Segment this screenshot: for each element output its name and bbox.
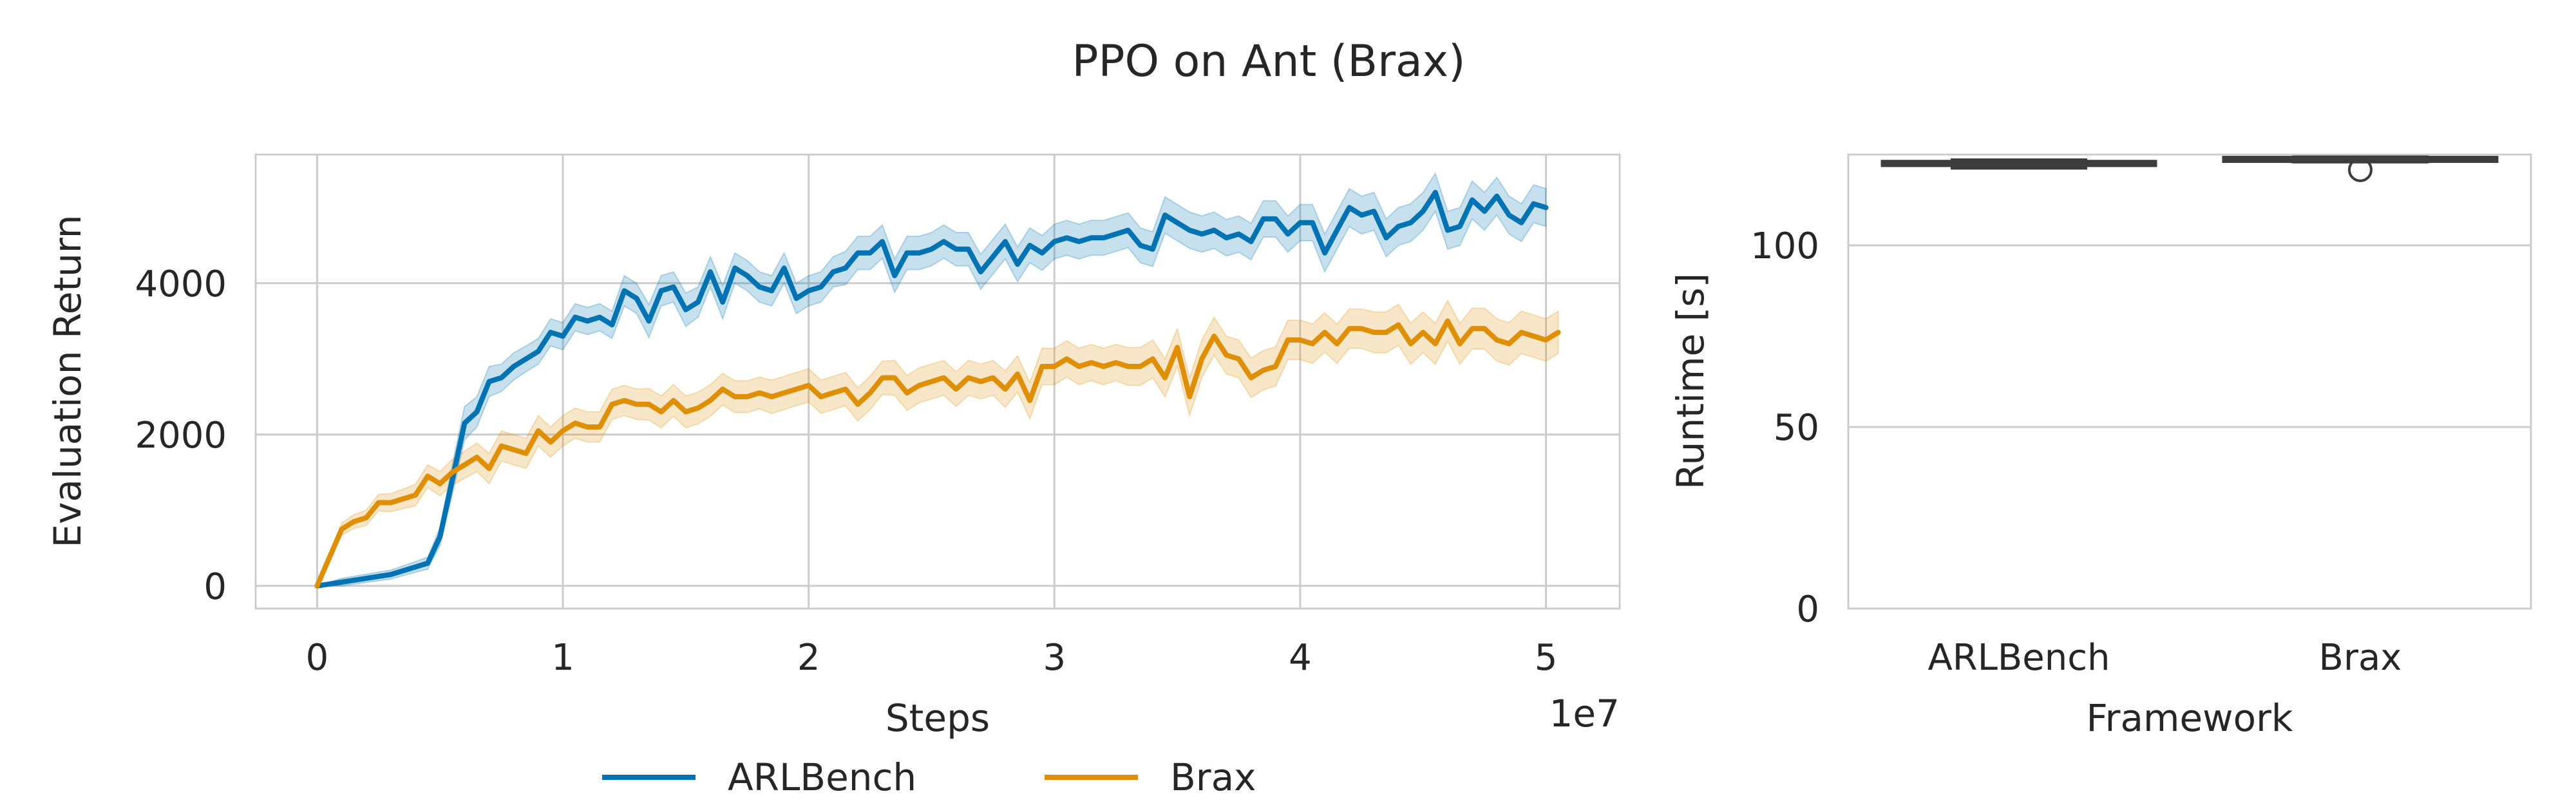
outlier-brax [2348,157,2372,182]
returns-y-tick-label: 4000 [135,263,227,305]
runtime-plot-frame [1847,153,2532,610]
runtime-tick-labels: 0 50 100 ARLBench Brax [1750,225,2401,679]
returns-x-tick-label: 5 [1535,637,1558,679]
returns-x-axis-label: Steps [886,696,990,740]
returns-tick-labels: 0 1 2 3 4 5 0 2000 4000 [135,263,1557,679]
legend: ARLBench Brax [602,755,1256,799]
legend-label-brax: Brax [1170,755,1256,799]
returns-lines [314,189,1561,589]
returns-grid [256,155,1620,609]
runtime-y-tick-label: 0 [1796,589,1819,630]
runtime-x-tick-label: ARLBench [1927,637,2110,679]
runtime-x-tick-label: Brax [2319,637,2402,679]
runtime-x-axis-label: Framework [2086,696,2293,740]
returns-x-tick-label: 3 [1043,637,1066,679]
returns-x-tick-label: 2 [797,637,820,679]
returns-x-offset-label: 1e7 [1549,692,1620,735]
runtime-y-tick-label: 50 [1774,407,1819,449]
returns-chart: 0 1 2 3 4 5 0 2000 4000 Steps 1e7 Evaluation Ret… [46,153,1621,740]
legend-label-arlbench: ARLBench [728,755,916,799]
runtime-grid [1848,244,2531,610]
figure-title: PPO on Ant (Brax) [1072,36,1466,87]
runtime-y-axis-label: Runtime [s] [1669,273,1712,489]
runtime-boxes [1880,155,2499,182]
returns-x-tick-label: 4 [1289,637,1312,679]
returns-y-tick-label: 0 [204,566,227,608]
line-arlbench [314,189,1549,589]
returns-plot-frame [254,153,1621,610]
band-brax [316,299,1559,587]
returns-x-tick-label: 1 [551,637,574,679]
line-brax [314,318,1561,589]
returns-y-tick-label: 2000 [135,415,227,457]
returns-x-tick-label: 0 [306,637,329,679]
runtime-y-tick-label: 100 [1750,225,1819,267]
runtime-chart: 0 50 100 ARLBench Brax Framework Runtime [s] [1669,153,2532,740]
returns-y-axis-label: Evaluation Return [46,215,90,548]
